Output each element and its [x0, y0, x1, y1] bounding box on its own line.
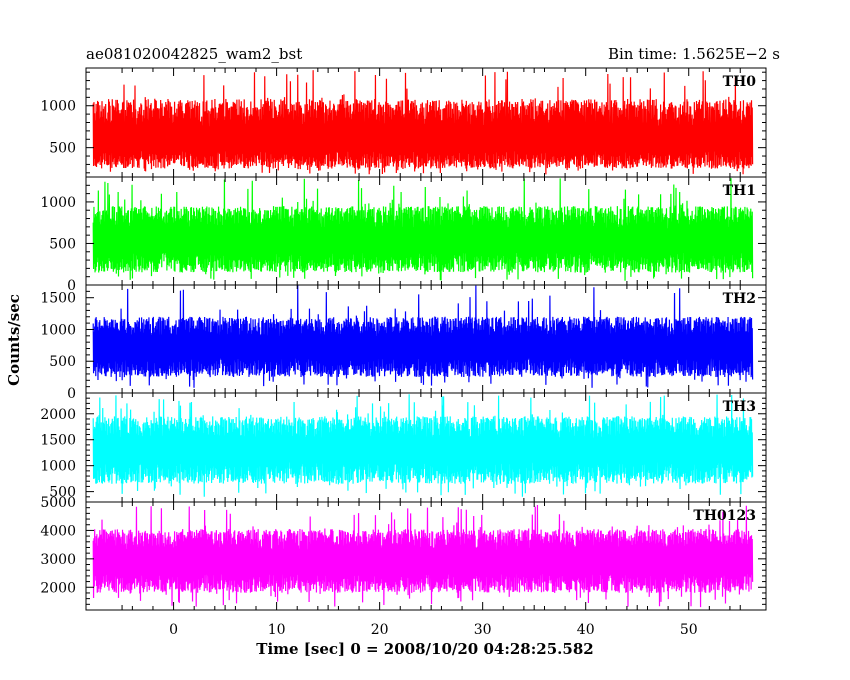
y-tick-label: 1000	[40, 195, 76, 211]
y-tick-label: 0	[67, 386, 76, 402]
chart-title-right: Bin time: 1.5625E−2 s	[608, 45, 780, 63]
panel-label-th3: TH3	[723, 399, 756, 415]
y-tick-label: 1000	[40, 99, 76, 115]
panel-th2: 0 500 1000 1500 TH2	[40, 284, 767, 402]
panel-th0123: 2000 3000 4000 5000 TH0123 0 10 20 30 40 50	[40, 495, 767, 638]
series-line-th0123	[92, 504, 754, 608]
panel-label-th0: TH0	[723, 74, 757, 90]
panel-th3: 500 1000 1500 2000 TH3	[40, 392, 767, 503]
y-tick-label: 1500	[40, 433, 76, 449]
y-tick-label: 4000	[40, 523, 76, 539]
series-line-th3	[92, 394, 754, 497]
chart-title-left: ae081020042825_wam2_bst	[86, 45, 302, 63]
y-tick-label: 0	[67, 278, 76, 294]
x-tick-label: 10	[268, 622, 286, 638]
y-tick-label: 2000	[40, 407, 76, 423]
y-tick-label: 500	[49, 485, 76, 501]
y-tick-label: 500	[49, 236, 76, 252]
x-tick-label: 50	[680, 622, 698, 638]
y-tick-label: 3000	[40, 552, 76, 568]
y-tick-label: 2000	[40, 580, 76, 596]
x-axis-label: Time [sec] 0 = 2008/10/20 04:28:25.582	[256, 640, 593, 658]
panel-label-th0123: TH0123	[693, 508, 756, 524]
y-tick-label: 1000	[40, 459, 76, 475]
y-tick-label: 1000	[40, 322, 76, 338]
panel-label-th1: TH1	[723, 183, 756, 199]
x-tick-label: 20	[371, 622, 389, 638]
panel-th0: 500 1000 TH0	[40, 67, 767, 178]
panel-label-th2: TH2	[723, 291, 756, 307]
x-tick-label: 40	[577, 622, 595, 638]
x-tick-label: 30	[474, 622, 492, 638]
panel-frame	[85, 501, 767, 611]
y-axis-label: Counts/sec	[5, 294, 23, 386]
y-tick-label: 500	[49, 141, 76, 157]
series-line-th1	[92, 178, 754, 281]
series-line-th2	[92, 285, 754, 388]
x-tick-label: 0	[169, 622, 178, 638]
panel-th1: 0 500 1000 TH1	[40, 176, 767, 294]
y-tick-label: 1500	[40, 291, 76, 307]
series-line-th0	[92, 70, 754, 175]
y-tick-label: 5000	[40, 495, 76, 511]
y-tick-label: 500	[49, 354, 76, 370]
